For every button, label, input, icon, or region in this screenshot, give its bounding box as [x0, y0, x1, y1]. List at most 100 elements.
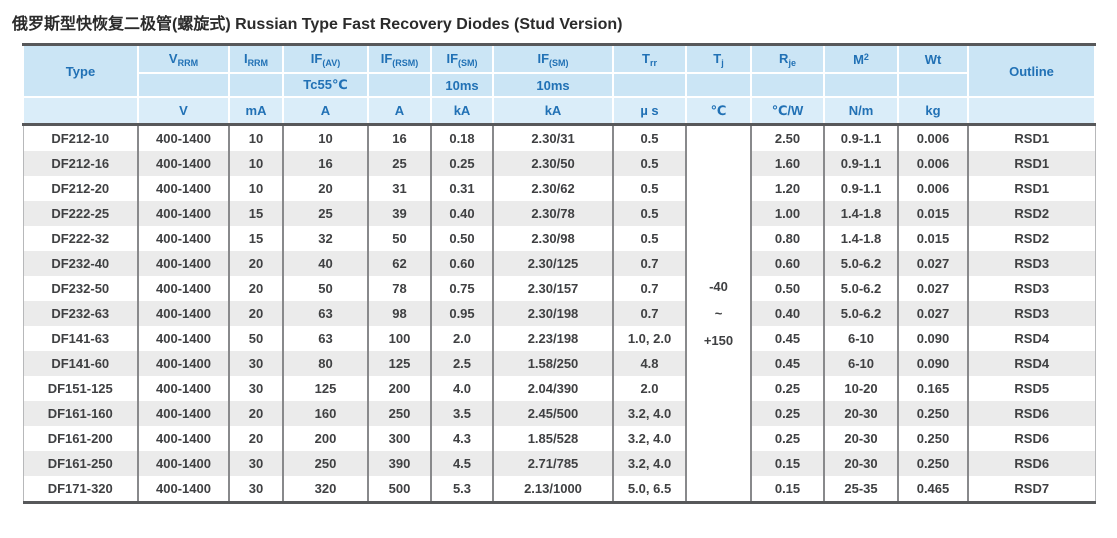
col-subheader-ifsm-10ms-1: 10ms: [430, 72, 494, 98]
table-row: DF222-32 400-1400 15 32 50 0.50 2.30/98 0.5 0.80…: [23, 226, 1095, 251]
table-row: DF222-25 400-1400 15 25 39 0.40 2.30/78 0.5 1.00…: [23, 201, 1095, 226]
cell-ifav: 125: [282, 376, 368, 401]
col-header-tj: Tj: [685, 43, 752, 74]
cell-outline: RSD2: [967, 226, 1095, 251]
table-row: DF141-60 400-1400 30 80 125 2.5 1.58/250 4.8 0.4…: [23, 351, 1095, 376]
cell-type: DF212-10: [23, 124, 138, 151]
cell-wt: 0.165: [897, 376, 968, 401]
unit-trr: µ s: [612, 96, 687, 126]
cell-wt: 0.027: [897, 276, 968, 301]
cell-ifsm-10ms-1: 0.95: [430, 301, 493, 326]
cell-wt: 0.250: [897, 426, 968, 451]
cell-trr: 0.5: [612, 176, 686, 201]
cell-outline: RSD4: [967, 326, 1095, 351]
cell-rje: 0.25: [750, 426, 824, 451]
cell-irrm: 10: [228, 124, 283, 151]
table-row: DF161-160 400-1400 20 160 250 3.5 2.45/500 3.2,…: [23, 401, 1095, 426]
cell-ifav: 63: [282, 326, 368, 351]
cell-ifrsm: 125: [367, 351, 431, 376]
cell-vrrm: 400-1400: [137, 124, 229, 151]
cell-wt: 0.015: [897, 201, 968, 226]
cell-rje: 0.60: [750, 251, 824, 276]
cell-ifrsm: 39: [367, 201, 431, 226]
cell-ifrsm: 62: [367, 251, 431, 276]
cell-ifsm-10ms-2: 2.04/390: [492, 376, 613, 401]
unit-type-blank: [22, 96, 139, 126]
cell-m2: 6-10: [823, 351, 898, 376]
cell-ifav: 250: [282, 451, 368, 476]
cell-ifsm-10ms-2: 2.30/78: [492, 201, 613, 226]
cell-trr: 3.2, 4.0: [612, 426, 686, 451]
col-subheader-trr: [612, 72, 687, 98]
cell-ifav: 25: [282, 201, 368, 226]
cell-trr: 1.0, 2.0: [612, 326, 686, 351]
cell-outline: RSD6: [967, 451, 1095, 476]
col-subheader-ifsm-10ms-2: 10ms: [492, 72, 614, 98]
cell-vrrm: 400-1400: [137, 251, 229, 276]
cell-trr: 0.5: [612, 226, 686, 251]
unit-irrm: mA: [228, 96, 284, 126]
col-header-rje: Rje: [750, 43, 825, 74]
cell-outline: RSD1: [967, 151, 1095, 176]
cell-ifrsm: 31: [367, 176, 431, 201]
cell-ifrsm: 100: [367, 326, 431, 351]
cell-ifsm-10ms-1: 4.3: [430, 426, 493, 451]
cell-wt: 0.027: [897, 301, 968, 326]
cell-irrm: 10: [228, 176, 283, 201]
cell-type: DF222-32: [23, 226, 138, 251]
cell-outline: RSD3: [967, 251, 1095, 276]
cell-trr: 5.0, 6.5: [612, 476, 686, 503]
cell-trr: 3.2, 4.0: [612, 401, 686, 426]
cell-rje: 0.15: [750, 451, 824, 476]
cell-m2: 0.9-1.1: [823, 176, 898, 201]
unit-ifrsm: A: [367, 96, 432, 126]
cell-type: DF141-60: [23, 351, 138, 376]
cell-ifsm-10ms-2: 2.30/50: [492, 151, 613, 176]
cell-ifrsm: 16: [367, 124, 431, 151]
cell-outline: RSD2: [967, 201, 1095, 226]
cell-rje: 0.25: [750, 376, 824, 401]
cell-ifav: 50: [282, 276, 368, 301]
cell-vrrm: 400-1400: [137, 201, 229, 226]
cell-vrrm: 400-1400: [137, 301, 229, 326]
unit-rje: ℃/W: [750, 96, 825, 126]
cell-ifsm-10ms-2: 2.30/31: [492, 124, 613, 151]
cell-ifsm-10ms-1: 0.75: [430, 276, 493, 301]
cell-ifav: 16: [282, 151, 368, 176]
cell-outline: RSD1: [967, 124, 1095, 151]
table-row: DF212-10 400-1400 10 10 16 0.18 2.30/31 0.5 -40 ~…: [23, 124, 1095, 503]
cell-irrm: 10: [228, 151, 283, 176]
col-header-outline: Outline: [967, 43, 1096, 98]
cell-ifrsm: 390: [367, 451, 431, 476]
cell-irrm: 30: [228, 376, 283, 401]
unit-ifsm-10ms-1: kA: [430, 96, 494, 126]
cell-rje: 1.20: [750, 176, 824, 201]
cell-outline: RSD1: [967, 176, 1095, 201]
col-header-vrrm: VRRM: [137, 43, 230, 74]
cell-m2: 20-30: [823, 401, 898, 426]
cell-trr: 0.7: [612, 301, 686, 326]
cell-trr: 0.7: [612, 276, 686, 301]
cell-m2: 1.4-1.8: [823, 201, 898, 226]
unit-m2: N/m: [823, 96, 899, 126]
col-subheader-vrrm: [137, 72, 230, 98]
cell-irrm: 30: [228, 476, 283, 503]
cell-irrm: 20: [228, 251, 283, 276]
cell-ifsm-10ms-2: 2.13/1000: [492, 476, 613, 503]
table-row: DF232-40 400-1400 20 40 62 0.60 2.30/125 0.7 0.6…: [23, 251, 1095, 276]
cell-ifav: 63: [282, 301, 368, 326]
cell-ifav: 80: [282, 351, 368, 376]
cell-ifsm-10ms-2: 2.30/157: [492, 276, 613, 301]
col-header-trr: Trr: [612, 43, 687, 74]
cell-m2: 10-20: [823, 376, 898, 401]
col-subheader-tj: [685, 72, 752, 98]
col-subheader-ifav: Tc55℃: [282, 72, 369, 98]
col-header-type: Type: [22, 43, 139, 98]
cell-ifrsm: 500: [367, 476, 431, 503]
cell-m2: 20-30: [823, 451, 898, 476]
cell-wt: 0.027: [897, 251, 968, 276]
cell-irrm: 30: [228, 351, 283, 376]
unit-vrrm: V: [137, 96, 230, 126]
cell-trr: 2.0: [612, 376, 686, 401]
